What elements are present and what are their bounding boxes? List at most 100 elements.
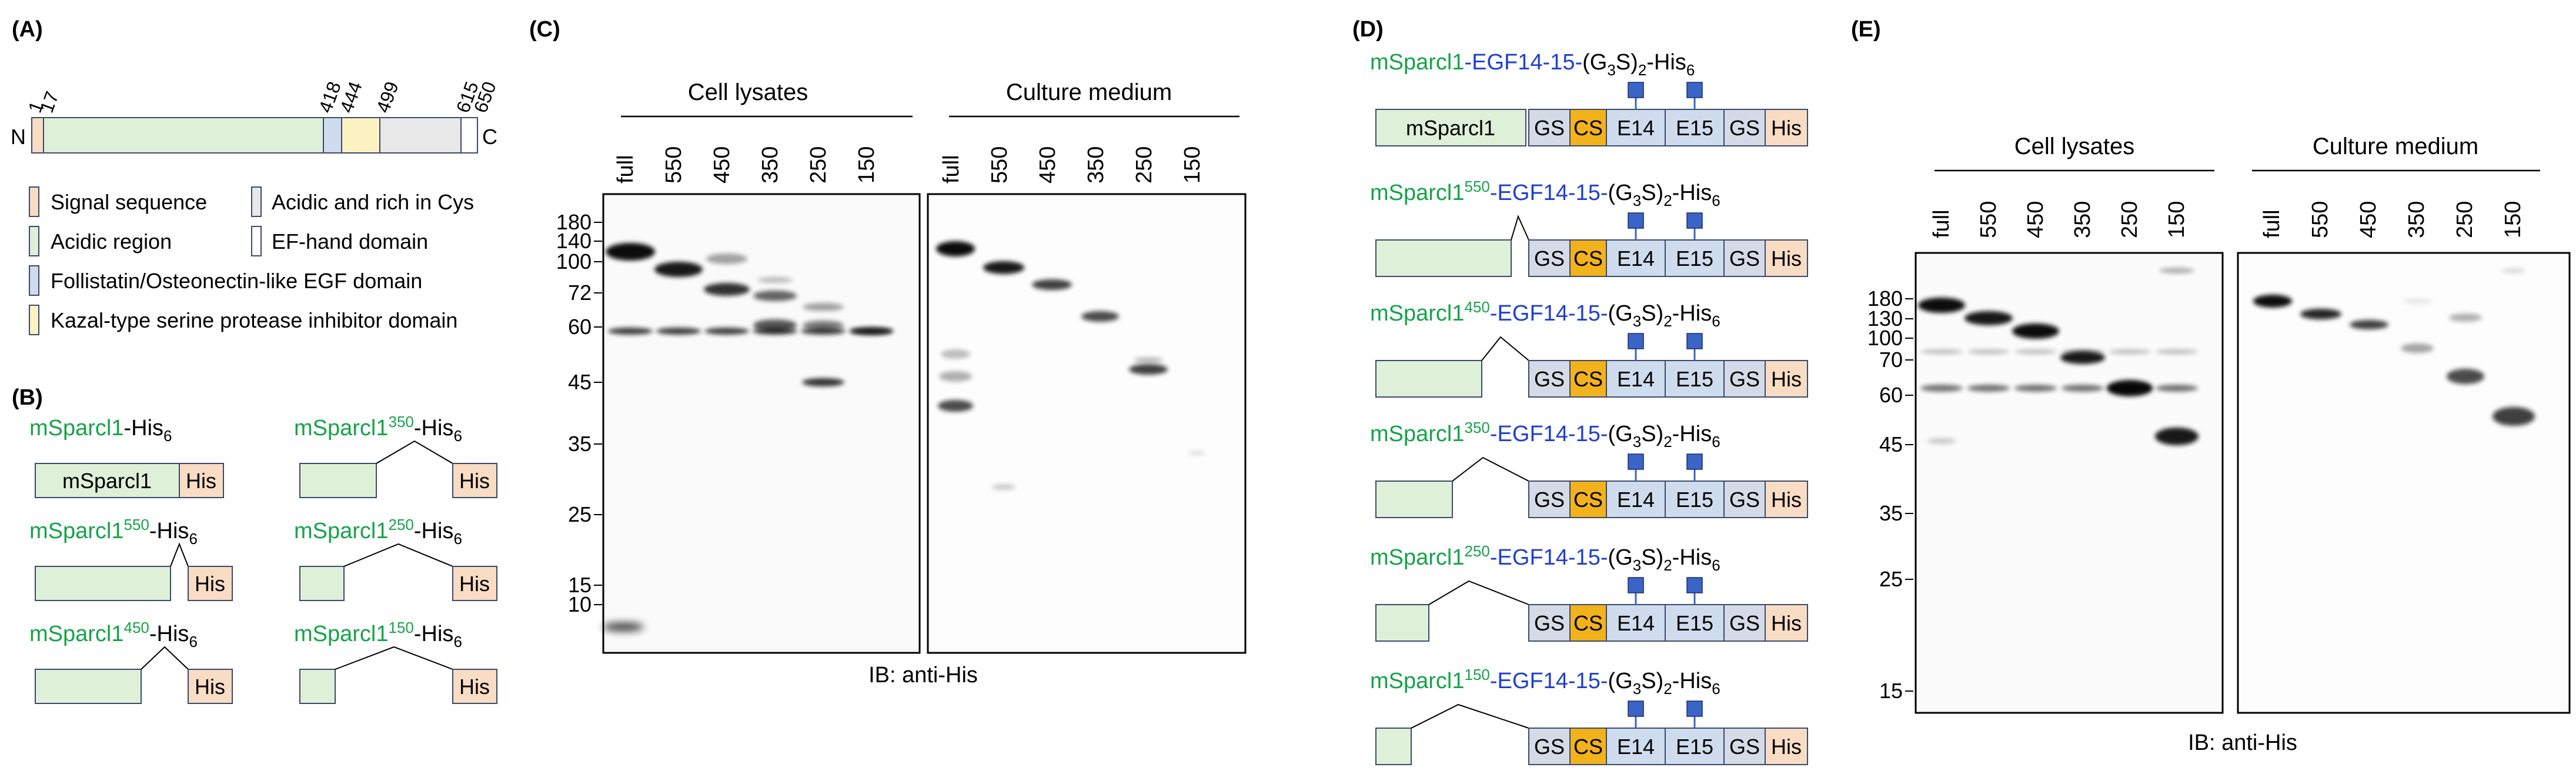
construct-box xyxy=(299,463,377,498)
egf14-box xyxy=(1606,481,1666,518)
egf15-box-label: E15 xyxy=(1676,488,1713,512)
construct-name-prefix: mSparcl1 xyxy=(29,519,124,543)
his-tag-box xyxy=(188,566,233,601)
lane-label: 450 xyxy=(2023,201,2048,238)
blot-caption: IB: anti-His xyxy=(868,663,978,688)
gs-box-label: GS xyxy=(1534,735,1565,759)
his-subscript: 6 xyxy=(1712,433,1720,451)
blot-band xyxy=(2401,343,2434,353)
cs-box-label: CS xyxy=(1573,246,1603,271)
legend-acidic: Acidic region xyxy=(51,229,172,253)
cs-box xyxy=(1569,109,1607,146)
mw-marker-label: 72 xyxy=(568,281,592,305)
gs-box-label: GS xyxy=(1729,735,1760,759)
lane-label: 150 xyxy=(1180,146,1205,184)
construct-name: mSparcl1550-EGF14-15-(G3S)2-His6 xyxy=(1370,178,1720,209)
panel-d-constructs: mSparcl1-EGF14-15-(G3S)2-His6 mSparcl1 GS C… xyxy=(1370,50,1808,765)
blot-band xyxy=(2403,299,2432,303)
glycan-square-icon xyxy=(1628,453,1644,470)
legend-cys: Acidic and rich in Cys xyxy=(272,190,474,214)
lane-label: 350 xyxy=(2404,201,2429,238)
blot-band xyxy=(1188,451,1205,455)
linker-subscript: 2 xyxy=(1663,433,1672,451)
gs-box-label: GS xyxy=(1534,116,1565,140)
construct-box xyxy=(299,669,336,704)
group-label-culture-medium: Culture medium xyxy=(1006,79,1172,105)
cs-box xyxy=(1569,604,1607,642)
blot-band xyxy=(2159,268,2194,273)
construct-name: mSparcl1550-His6 xyxy=(29,516,198,548)
egf15-box-label: E15 xyxy=(1676,116,1713,140)
blot-band xyxy=(753,319,797,331)
blot-band xyxy=(1920,349,1963,354)
his-tag-box xyxy=(1765,360,1808,398)
blot-band xyxy=(801,328,846,335)
construct-name-prefix: mSparcl1 xyxy=(294,416,389,441)
deletion-line xyxy=(1511,215,1529,241)
blot-band xyxy=(2014,349,2057,354)
mw-marker-label: 15 xyxy=(568,573,592,597)
position-labels: 1 17 418 444 499 615 650 xyxy=(24,79,500,115)
his-tag-box xyxy=(1765,604,1808,642)
blot-band xyxy=(2493,407,2535,426)
n-terminus-label: N xyxy=(11,125,26,149)
lane-label: 450 xyxy=(2356,201,2381,238)
linker-subscript: 2 xyxy=(1663,680,1672,698)
glycan-square-icon xyxy=(1686,700,1703,717)
cs-box xyxy=(1569,481,1607,518)
egf14-box xyxy=(1606,239,1666,277)
lane-label: 550 xyxy=(1976,201,2001,238)
construct-tag-subscript: 6 xyxy=(453,633,462,650)
construct-name: mSparcl1350-His6 xyxy=(294,413,462,445)
his-subscript: 6 xyxy=(1712,312,1720,330)
his-tag-label: His xyxy=(186,469,216,493)
blot-band xyxy=(1134,358,1163,362)
legend-signal: Signal sequence xyxy=(51,190,207,214)
linker-subscript: 3 xyxy=(1633,192,1641,209)
construct-box xyxy=(1375,360,1482,398)
domain-legend: Signal sequence Acidic region Follistati… xyxy=(29,186,474,335)
construct-truncation: 350 xyxy=(1465,419,1490,436)
his-tag-box-label: His xyxy=(1771,611,1802,635)
construct-tag-subscript: 6 xyxy=(453,530,462,548)
his-tag-box xyxy=(1765,239,1808,277)
linker-text: S) xyxy=(1641,422,1663,446)
his-tag-label: His xyxy=(459,469,490,493)
blot-frame xyxy=(602,193,921,654)
panel-a: (A) N C 1 17 418 444 499 615 650 Signal … xyxy=(11,17,500,335)
mw-marker-label: 45 xyxy=(568,370,592,394)
mw-marker-label: 140 xyxy=(556,229,592,253)
construct-truncation: 450 xyxy=(1465,298,1490,316)
blot-band xyxy=(2062,385,2104,392)
his-tail-text: -His xyxy=(1672,422,1712,446)
his-tag-box-label: His xyxy=(1771,488,1802,512)
his-subscript: 6 xyxy=(1686,61,1695,79)
construct-name-prefix: mSparcl1 xyxy=(294,622,389,646)
linker-text: (G xyxy=(1582,50,1607,75)
deletion-line xyxy=(376,440,453,464)
blot-culture-medium xyxy=(2237,252,2571,714)
glycan-square-icon xyxy=(1686,577,1703,593)
construct-box xyxy=(1375,481,1453,518)
construct-name-prefix: mSparcl1 xyxy=(1370,181,1465,205)
construct-name: mSparcl1-EGF14-15-(G3S)2-His6 xyxy=(1370,50,1695,79)
blot-band xyxy=(2014,385,2057,392)
construct-box xyxy=(1375,239,1512,277)
blot-band xyxy=(654,262,703,277)
linker-text: (G xyxy=(1608,669,1633,693)
his-tag-box-label: His xyxy=(1771,367,1802,391)
domain-kazal xyxy=(341,117,380,154)
blot-band xyxy=(757,277,793,283)
blot-band xyxy=(1967,385,2010,392)
his-tag-box xyxy=(452,463,497,498)
linker-text: S) xyxy=(1641,301,1663,326)
construct-tag-text: -His xyxy=(149,622,189,646)
linker-text: S) xyxy=(1616,50,1638,75)
linker-text: (G xyxy=(1608,422,1633,446)
construct-name: mSparcl1450-EGF14-15-(G3S)2-His6 xyxy=(1370,298,1720,330)
lane-label: full xyxy=(613,155,638,184)
legend-swatch-acidic xyxy=(29,226,39,256)
gs-box-label: GS xyxy=(1729,367,1760,391)
